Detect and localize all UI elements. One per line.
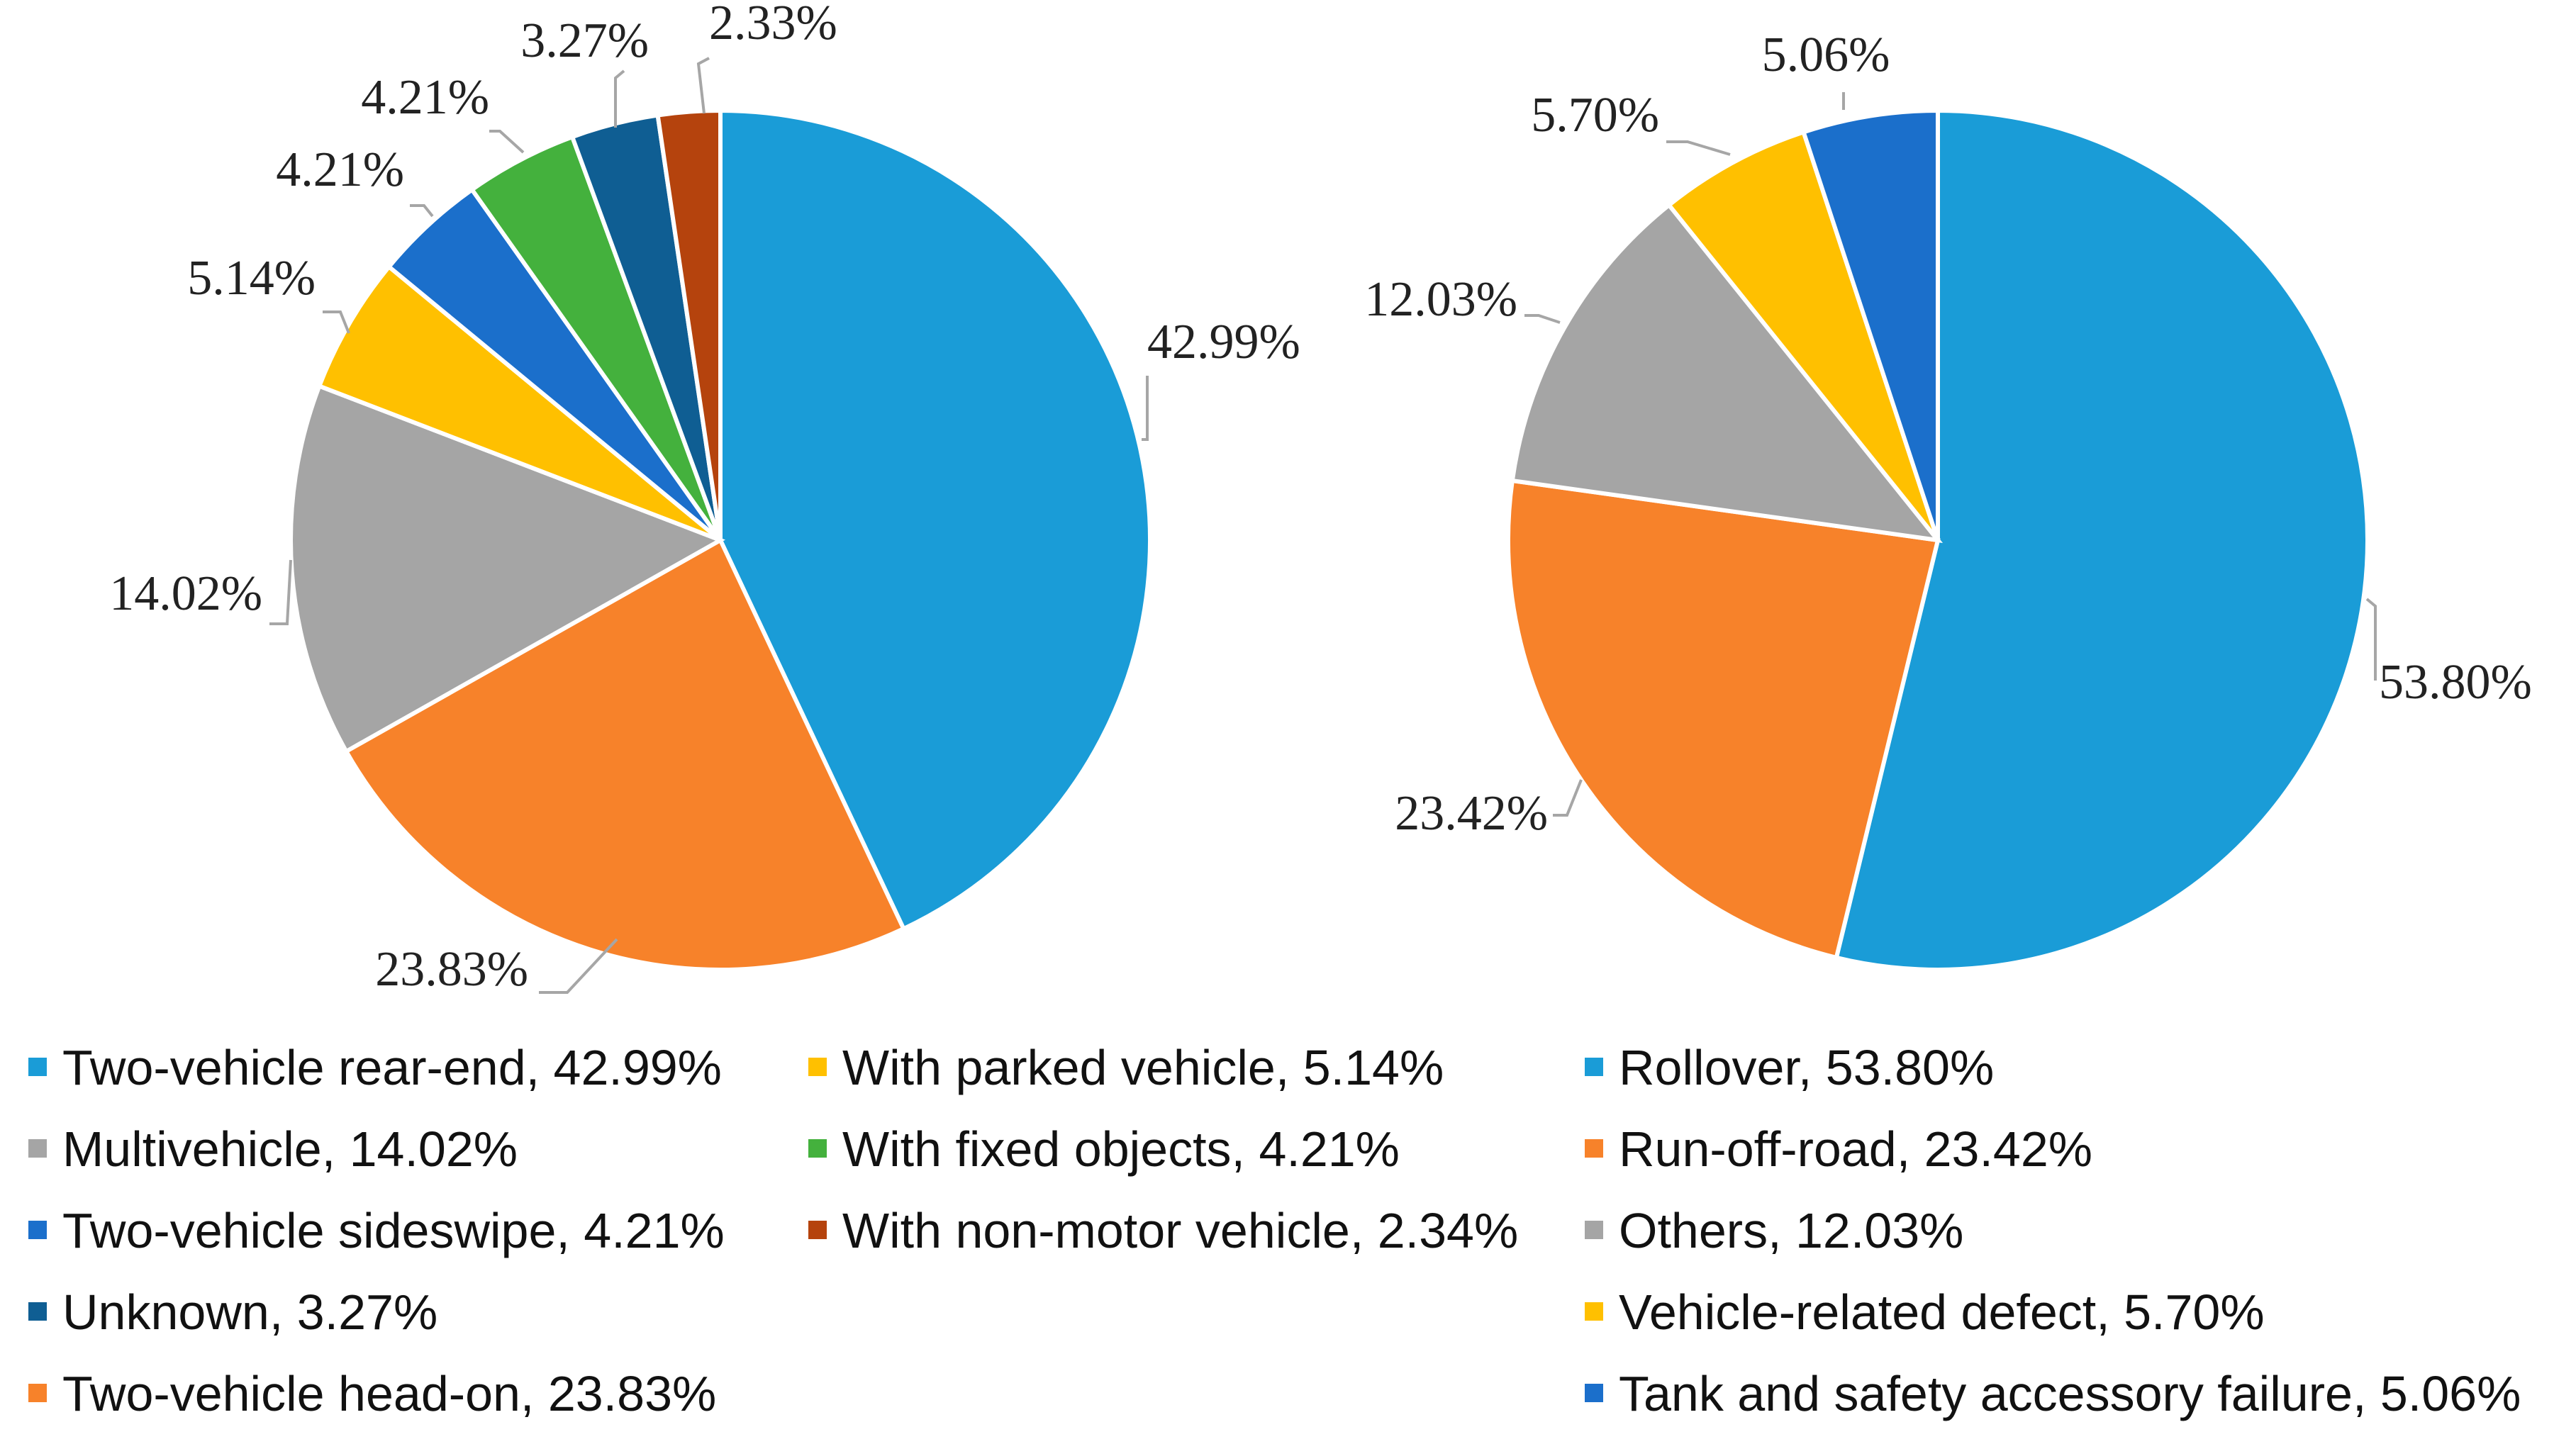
leader-line-others <box>1524 314 1561 324</box>
pie-slice-others <box>1510 202 1944 544</box>
data-label-rollover: 53.80% <box>2379 655 2532 710</box>
data-label-with-non-motor-vehicle: 2.33% <box>709 0 837 50</box>
legend-swatch-unknown <box>28 1302 47 1321</box>
legend-entry-with-parked-vehicle: With parked vehicle, 5.14% <box>842 1040 1444 1095</box>
legend-entry-two-vehicle-rear-end: Two-vehicle rear-end, 42.99% <box>62 1040 722 1095</box>
leader-line-vehicle-related-defect <box>1666 140 1731 156</box>
leader-line-two-vehicle-sideswipe <box>410 204 434 218</box>
data-label-run-off-road: 23.42% <box>1395 786 1548 841</box>
pie-slice-with-non-motor-vehicle <box>655 108 723 541</box>
legend-entry-others: Others, 12.03% <box>1619 1203 1963 1258</box>
legend-entry-with-non-motor-vehicle: With non-motor vehicle, 2.34% <box>842 1203 1518 1258</box>
leader-line-unknown <box>614 69 625 128</box>
pie-slice-multivehicle <box>289 383 726 755</box>
legend-entry-two-vehicle-sideswipe: Two-vehicle sideswipe, 4.21% <box>62 1203 725 1258</box>
pie-slice-vehicle-related-defect <box>1666 129 1940 542</box>
legend-entry-multivehicle: Multivehicle, 14.02% <box>62 1121 518 1177</box>
legend-swatch-two-vehicle-head-on <box>28 1384 47 1402</box>
data-label-two-vehicle-head-on: 23.83% <box>375 942 528 997</box>
legend-entry-unknown: Unknown, 3.27% <box>62 1285 437 1340</box>
leader-line-two-vehicle-head-on <box>539 938 618 994</box>
pie-chart-left: 42.99% 23.83% 14.02% 5.14% 4.21% 4.21% 3.27% 2.… <box>109 0 1300 997</box>
pie-slice-tank-and-safety-accessory-failure <box>1800 108 1940 541</box>
data-label-two-vehicle-rear-end: 42.99% <box>1147 315 1300 369</box>
leader-line-with-fixed-objects <box>489 130 525 154</box>
legend-swatch-two-vehicle-rear-end <box>28 1058 47 1076</box>
pie-slice-two-vehicle-head-on <box>343 537 907 972</box>
legend-swatch-with-non-motor-vehicle <box>808 1221 827 1239</box>
legend: Two-vehicle rear-end, 42.99% Multivehicle… <box>28 1040 2521 1421</box>
legend-entry-vehicle-related-defect: Vehicle-related defect, 5.70% <box>1619 1285 2265 1340</box>
pie-chart-right: 53.80% 23.42% 12.03% 5.70% 5.06% <box>1364 28 2532 972</box>
leader-line-two-vehicle-rear-end <box>1142 376 1149 441</box>
legend-swatch-tank-and-safety-accessory-failure <box>1585 1384 1603 1402</box>
data-label-vehicle-related-defect: 5.70% <box>1531 88 1659 142</box>
legend-swatch-rollover <box>1585 1058 1603 1076</box>
data-label-unknown: 3.27% <box>520 13 649 68</box>
leader-line-multivehicle <box>269 559 292 625</box>
legend-swatch-with-fixed-objects <box>808 1139 827 1158</box>
legend-entry-tank-and-safety-accessory-failure: Tank and safety accessory failure, 5.06% <box>1619 1366 2521 1421</box>
data-label-with-fixed-objects: 4.21% <box>361 70 489 125</box>
legend-entry-run-off-road: Run-off-road, 23.42% <box>1619 1121 2092 1177</box>
pie-slice-run-off-road <box>1506 478 1941 961</box>
data-label-two-vehicle-sideswipe: 4.21% <box>276 142 404 197</box>
leader-line-with-parked-vehicle <box>323 310 350 334</box>
legend-swatch-run-off-road <box>1585 1139 1603 1158</box>
leader-line-with-non-motor-vehicle <box>696 57 710 114</box>
legend-swatch-multivehicle <box>28 1139 47 1158</box>
data-label-with-parked-vehicle: 5.14% <box>187 251 316 306</box>
legend-entry-two-vehicle-head-on: Two-vehicle head-on, 23.83% <box>62 1366 716 1421</box>
leader-line-rollover <box>2365 598 2377 681</box>
leader-line-run-off-road <box>1553 779 1583 817</box>
legend-entry-rollover: Rollover, 53.80% <box>1619 1040 1994 1095</box>
pie-slice-two-vehicle-rear-end <box>718 108 1152 932</box>
legend-swatch-with-parked-vehicle <box>808 1058 827 1076</box>
pie-slice-with-parked-vehicle <box>316 264 722 542</box>
legend-swatch-two-vehicle-sideswipe <box>28 1221 47 1239</box>
legend-entry-with-fixed-objects: With fixed objects, 4.21% <box>842 1121 1400 1177</box>
legend-swatch-others <box>1585 1221 1603 1239</box>
data-label-multivehicle: 14.02% <box>109 566 262 621</box>
data-label-others: 12.03% <box>1364 272 1517 327</box>
data-label-tank-and-safety-accessory-failure: 5.06% <box>1762 28 1890 82</box>
pie-slice-rollover <box>1834 108 2370 972</box>
legend-swatch-vehicle-related-defect <box>1585 1302 1603 1321</box>
